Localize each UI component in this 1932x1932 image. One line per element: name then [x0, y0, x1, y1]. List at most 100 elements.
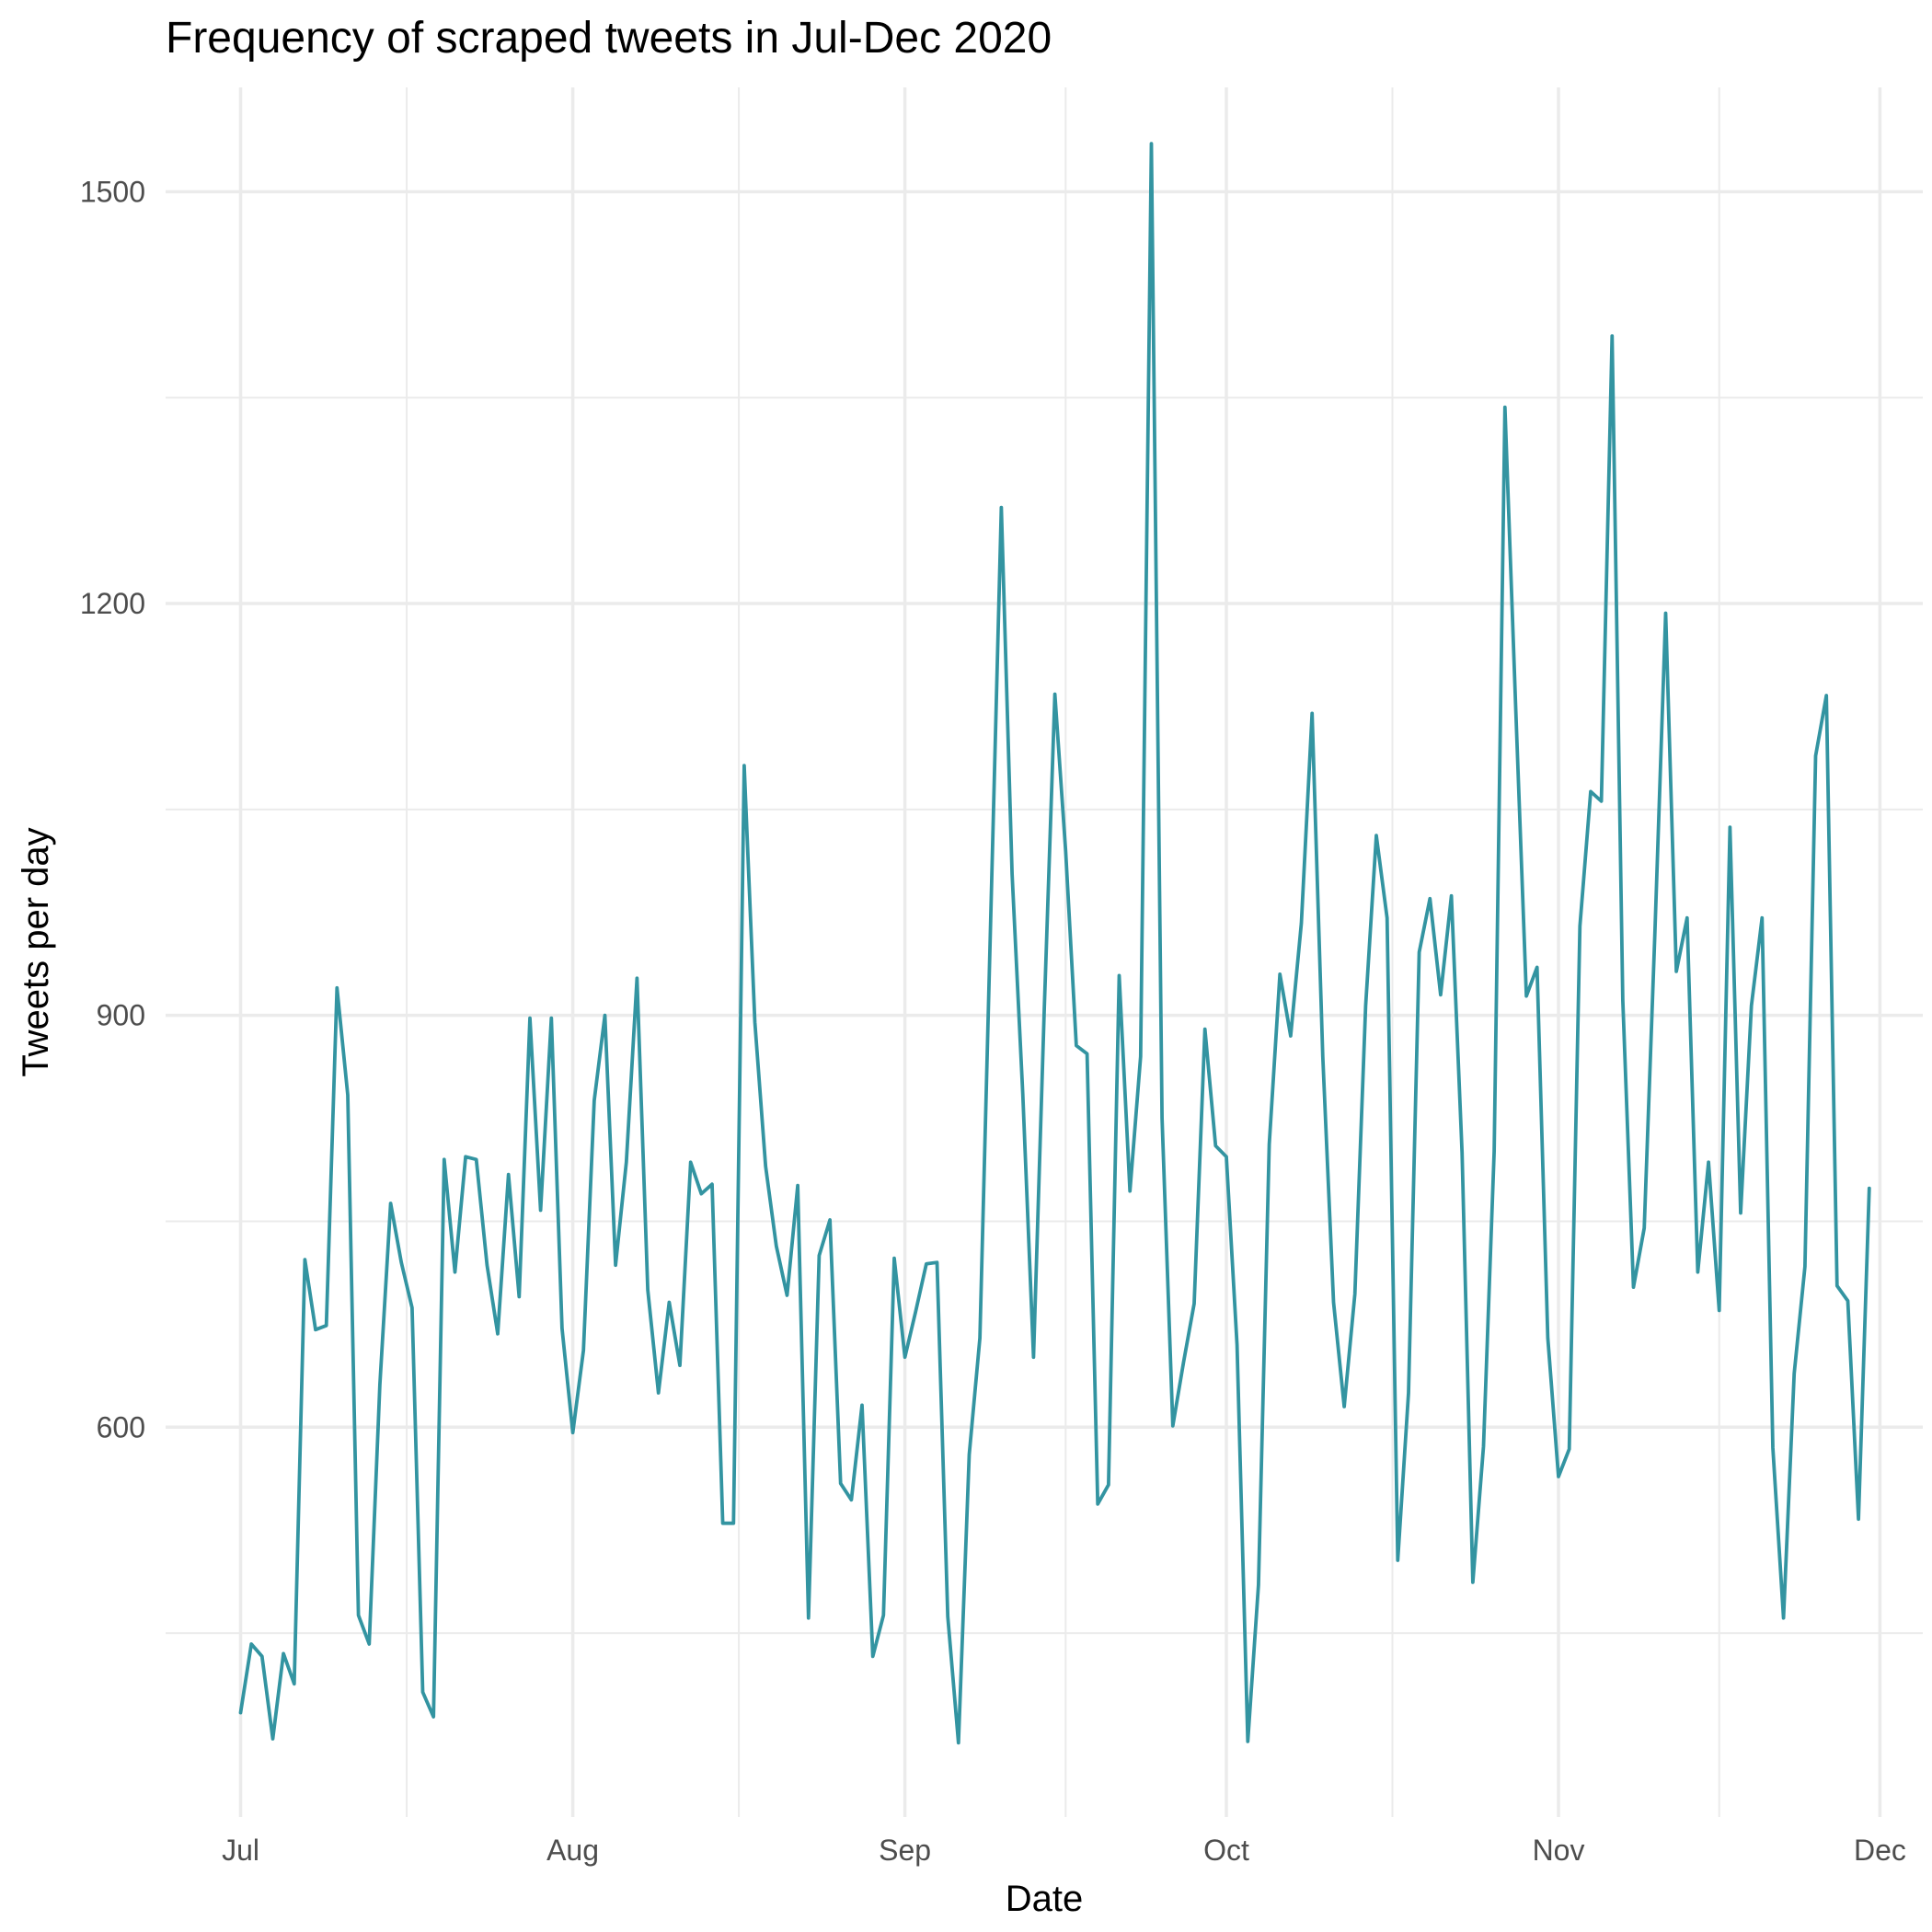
- data-point: [1236, 1343, 1239, 1347]
- data-point: [1171, 1424, 1175, 1428]
- data-point: [1107, 1483, 1110, 1487]
- data-point: [1257, 1583, 1260, 1587]
- data-point: [560, 1327, 564, 1330]
- data-point: [892, 1257, 896, 1260]
- data-point: [282, 1651, 285, 1655]
- data-point: [828, 1218, 832, 1222]
- data-point: [239, 1711, 243, 1715]
- data-point: [1160, 1117, 1164, 1121]
- data-point: [946, 1615, 949, 1618]
- data-point: [689, 1160, 693, 1164]
- data-point: [1181, 1361, 1185, 1364]
- data-point: [1632, 1285, 1636, 1289]
- data-point: [1300, 922, 1304, 926]
- data-point: [1535, 965, 1539, 969]
- data-point: [1857, 1517, 1860, 1521]
- data-point: [860, 1403, 864, 1407]
- data-point: [1064, 849, 1067, 853]
- data-point: [249, 1642, 253, 1646]
- data-point: [667, 1301, 671, 1305]
- data-point: [1524, 995, 1528, 998]
- data-point: [475, 1157, 478, 1161]
- data-point: [710, 1182, 714, 1186]
- data-point: [1600, 799, 1604, 803]
- data-point: [1792, 1372, 1796, 1375]
- data-point: [871, 1654, 875, 1658]
- data-point: [1471, 1581, 1475, 1584]
- y-axis-tick-labels: 600 900 1200 1500: [80, 175, 145, 1443]
- data-point: [1450, 894, 1454, 898]
- data-point: [528, 1017, 532, 1020]
- chart-title: Frequency of scraped tweets in Jul-Dec 2…: [166, 14, 1052, 63]
- data-point: [314, 1328, 317, 1331]
- series-line: [238, 142, 1871, 1745]
- data-point: [1674, 970, 1678, 973]
- data-point: [517, 1295, 521, 1299]
- data-point: [957, 1741, 960, 1744]
- data-point: [1492, 1149, 1496, 1153]
- data-point: [1150, 142, 1154, 145]
- data-point: [592, 1098, 596, 1102]
- data-point: [1589, 789, 1593, 793]
- data-point: [1386, 916, 1389, 920]
- data-point: [1374, 834, 1378, 837]
- data-point: [1503, 406, 1507, 409]
- data-point: [454, 1271, 457, 1274]
- data-point: [925, 1262, 928, 1266]
- data-point: [796, 1184, 799, 1188]
- data-point: [1557, 1475, 1560, 1478]
- data-point: [1868, 1187, 1871, 1190]
- data-point: [849, 1498, 853, 1501]
- y-tick-label: 1200: [80, 587, 145, 620]
- data-point: [303, 1258, 306, 1261]
- data-point: [999, 506, 1003, 510]
- data-point: [496, 1332, 500, 1336]
- data-point: [839, 1481, 843, 1485]
- x-tick-label: Jul: [222, 1834, 259, 1867]
- data-point: [1407, 1391, 1410, 1395]
- data-point: [443, 1157, 446, 1161]
- data-point: [431, 1715, 435, 1719]
- data-point: [367, 1642, 371, 1646]
- x-tick-label: Aug: [546, 1834, 599, 1867]
- data-point: [549, 1017, 553, 1020]
- data-point: [775, 1244, 778, 1248]
- data-point: [1428, 897, 1432, 901]
- data-point: [1610, 334, 1614, 338]
- data-point: [699, 1192, 703, 1196]
- data-point: [346, 1093, 350, 1097]
- data-point: [1568, 1447, 1571, 1451]
- data-point: [1289, 1034, 1293, 1038]
- x-tick-label: Oct: [1203, 1834, 1249, 1867]
- data-point: [914, 1310, 917, 1314]
- data-point: [807, 1616, 811, 1620]
- data-point: [936, 1260, 939, 1264]
- data-point: [1460, 1151, 1464, 1155]
- data-point: [1053, 693, 1057, 696]
- data-point: [1139, 1054, 1143, 1058]
- data-point: [260, 1654, 264, 1658]
- data-point: [581, 1349, 585, 1352]
- y-tick-label: 900: [97, 999, 145, 1032]
- data-point: [325, 1324, 328, 1328]
- data-point: [903, 1355, 907, 1359]
- data-point: [764, 1165, 767, 1168]
- data-point: [357, 1614, 361, 1617]
- data-point: [1739, 1212, 1742, 1215]
- data-point: [1086, 1052, 1089, 1055]
- y-axis-title: Tweets per day: [16, 827, 56, 1076]
- data-point: [1213, 1144, 1217, 1147]
- data-point: [1310, 711, 1314, 715]
- data-point: [1653, 931, 1657, 935]
- data-point: [1246, 1740, 1249, 1743]
- x-tick-label: Nov: [1533, 1834, 1585, 1867]
- data-point: [625, 1160, 628, 1164]
- data-point: [721, 1522, 725, 1525]
- data-point: [378, 1383, 382, 1386]
- data-point: [1342, 1405, 1346, 1409]
- data-point: [786, 1294, 789, 1297]
- data-point: [1439, 993, 1443, 996]
- data-point: [989, 919, 993, 923]
- data-point: [539, 1209, 543, 1213]
- data-point: [604, 1014, 607, 1018]
